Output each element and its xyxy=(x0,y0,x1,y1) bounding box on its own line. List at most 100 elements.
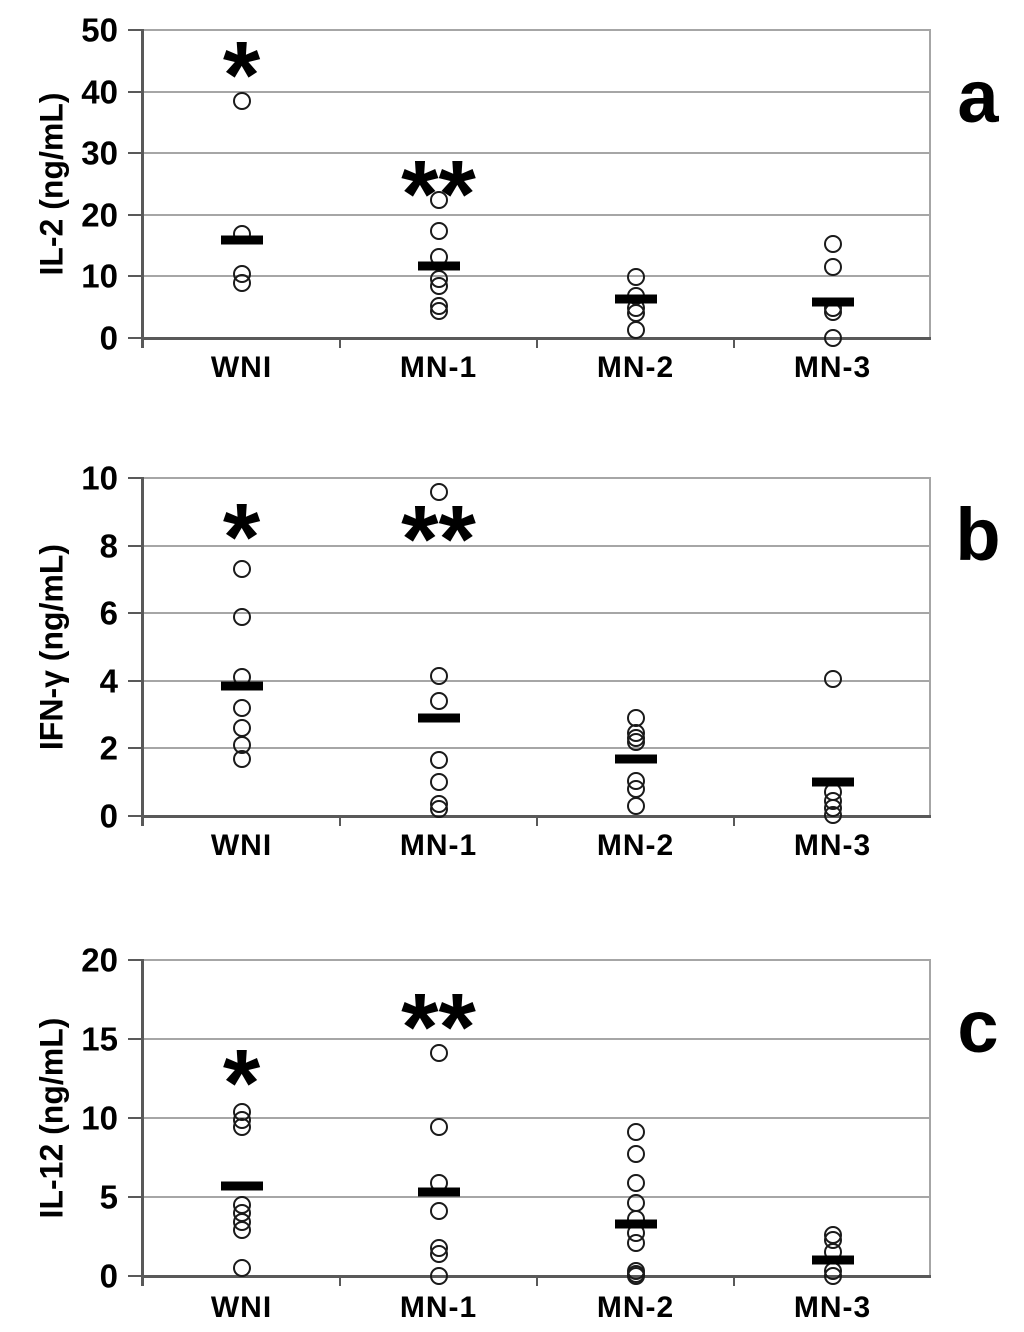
data-point-circle xyxy=(429,666,448,685)
mean-bar xyxy=(614,754,657,764)
data-point-circle xyxy=(232,274,251,293)
data-point-circle xyxy=(626,268,645,287)
y-axis-line xyxy=(141,29,144,348)
plot-right-border xyxy=(929,29,931,339)
significance-asterisk: * xyxy=(222,483,261,591)
category-label-wni: WNI xyxy=(210,351,273,384)
data-point-circle xyxy=(626,732,645,751)
data-point-circle xyxy=(232,698,251,717)
mean-bar xyxy=(614,294,657,304)
y-tick-label: 20 xyxy=(81,196,118,234)
data-point-circle xyxy=(429,800,448,819)
panel-letter-a: a xyxy=(957,55,999,138)
x-axis-tick xyxy=(536,817,538,826)
y-axis-tick xyxy=(128,679,141,682)
y-tick-label: 6 xyxy=(99,594,118,632)
x-axis-tick xyxy=(733,1277,735,1286)
data-point-circle xyxy=(429,1244,448,1263)
data-point-circle xyxy=(626,1173,645,1192)
y-tick-label: 30 xyxy=(81,134,118,172)
mean-bar xyxy=(220,1181,263,1191)
data-point-circle xyxy=(429,301,448,320)
y-tick-label: 15 xyxy=(81,1020,118,1058)
x-axis-tick xyxy=(536,339,538,348)
data-point-circle xyxy=(626,1145,645,1164)
mean-bar xyxy=(811,297,854,307)
data-point-circle xyxy=(232,1259,251,1278)
x-axis-tick xyxy=(733,339,735,348)
grid-line xyxy=(143,747,931,750)
grid-line xyxy=(143,29,931,31)
x-axis-tick xyxy=(339,1277,341,1286)
grid-line xyxy=(143,959,931,961)
y-tick-label: 0 xyxy=(99,1257,118,1295)
category-label-wni: WNI xyxy=(210,1291,273,1324)
mean-bar xyxy=(811,1255,854,1265)
y-axis-tick xyxy=(128,612,141,615)
data-point-circle xyxy=(232,607,251,626)
y-axis-tick xyxy=(128,477,141,479)
y-axis-tick xyxy=(128,1275,141,1277)
significance-asterisk: ** xyxy=(401,141,476,249)
y-tick-label: 4 xyxy=(99,662,118,700)
data-point-circle xyxy=(429,773,448,792)
y-axis-line xyxy=(141,477,144,826)
data-point-circle xyxy=(823,1267,842,1285)
y-axis-title: IL-12 (ng/mL) xyxy=(33,1017,70,1219)
mean-bar xyxy=(614,1219,657,1229)
plot-right-border xyxy=(929,959,931,1277)
grid-line xyxy=(143,275,931,278)
y-axis-tick xyxy=(128,1117,141,1119)
y-axis-tick xyxy=(128,1038,141,1040)
category-label-mn-2: MN-2 xyxy=(596,351,675,384)
panel-letter-c: c xyxy=(957,985,999,1068)
data-point-circle xyxy=(429,1044,448,1063)
x-axis-tick xyxy=(536,1277,538,1286)
data-point-circle xyxy=(823,234,842,253)
grid-line xyxy=(143,90,931,93)
category-label-mn-3: MN-3 xyxy=(793,351,872,384)
data-point-circle xyxy=(232,1118,251,1137)
data-point-circle xyxy=(429,1202,448,1221)
data-point-circle xyxy=(823,670,842,689)
y-axis-line xyxy=(141,959,144,1286)
y-tick-label: 40 xyxy=(81,73,118,111)
mean-bar xyxy=(417,261,460,271)
data-point-circle xyxy=(429,222,448,241)
data-point-circle xyxy=(429,482,448,501)
data-point-circle xyxy=(232,92,251,111)
y-tick-label: 2 xyxy=(99,729,118,767)
category-label-mn-2: MN-2 xyxy=(596,829,675,862)
plot-right-border xyxy=(929,477,931,817)
data-point-circle xyxy=(626,779,645,798)
data-point-circle xyxy=(626,1233,645,1252)
grid-line xyxy=(143,1196,931,1198)
x-axis-tick xyxy=(733,817,735,826)
data-point-circle xyxy=(626,303,645,322)
data-point-circle xyxy=(823,805,842,824)
y-axis-title: IFN-γ (ng/mL) xyxy=(33,543,70,751)
data-point-circle xyxy=(429,276,448,295)
y-tick-label: 8 xyxy=(99,527,118,565)
data-point-circle xyxy=(429,1267,448,1285)
x-axis-line xyxy=(143,337,931,340)
y-tick-label: 0 xyxy=(99,319,118,357)
significance-asterisk: * xyxy=(222,21,261,129)
grid-line xyxy=(143,213,931,216)
category-label-mn-3: MN-3 xyxy=(793,1291,872,1324)
significance-asterisk: ** xyxy=(401,485,476,593)
significance-asterisk: * xyxy=(222,1029,261,1137)
panel-letter-b: b xyxy=(955,493,1001,576)
mean-bar xyxy=(417,713,460,723)
data-point-circle xyxy=(232,1221,251,1240)
x-axis-tick xyxy=(339,817,341,826)
y-axis-tick xyxy=(128,337,141,339)
grid-line xyxy=(143,679,931,682)
data-point-circle xyxy=(626,796,645,815)
data-point-circle xyxy=(232,719,251,738)
y-axis-tick xyxy=(128,29,141,31)
mean-bar xyxy=(417,1187,460,1197)
data-point-circle xyxy=(429,191,448,210)
y-axis-tick xyxy=(128,544,141,547)
